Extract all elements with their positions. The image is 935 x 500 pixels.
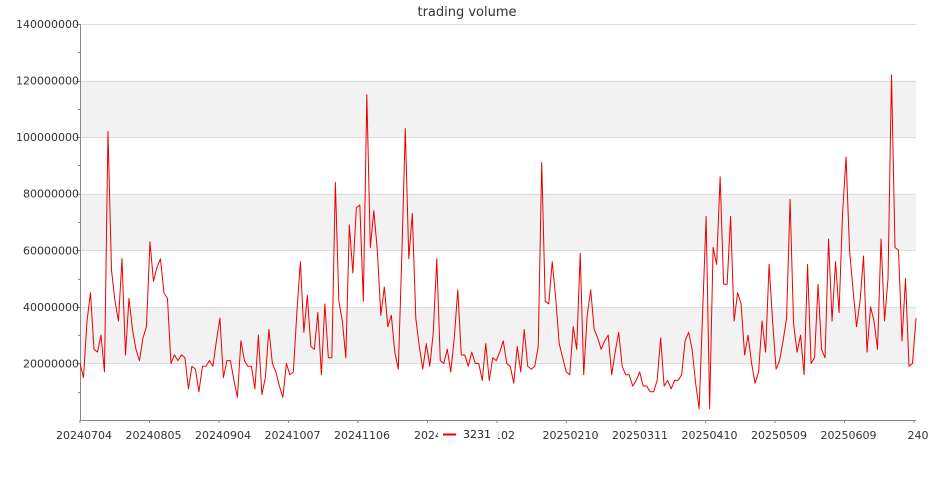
legend-label: 3231 bbox=[463, 428, 491, 441]
legend-background bbox=[438, 426, 498, 442]
x-tick-label: 240 bbox=[908, 429, 929, 442]
x-tick-label: 20250609 bbox=[821, 429, 877, 442]
y-tick-label: 20000000 bbox=[23, 357, 79, 370]
x-axis-ticks: 20240704 20240805 20240904 20241007 20241106… bbox=[56, 420, 929, 442]
grid-bands bbox=[80, 80, 916, 364]
x-tick-label: 20240704 bbox=[56, 429, 112, 442]
x-tick-label: 20240805 bbox=[126, 429, 182, 442]
x-tick-label: 20250210 bbox=[543, 429, 599, 442]
grid-band bbox=[80, 80, 916, 138]
x-tick-label: 20250410 bbox=[682, 429, 738, 442]
gridlines bbox=[80, 24, 916, 364]
y-tick-label: 120000000 bbox=[16, 75, 79, 88]
series-line-3231 bbox=[79, 74, 917, 410]
y-tick-label: 60000000 bbox=[23, 244, 79, 257]
x-tick-label: 20250311 bbox=[612, 429, 668, 442]
y-tick-label: 40000000 bbox=[23, 301, 79, 314]
chart-title: trading volume bbox=[417, 5, 516, 20]
x-tick-label: 20250509 bbox=[751, 429, 807, 442]
x-tick-label: 20240904 bbox=[195, 429, 251, 442]
y-tick-label: 80000000 bbox=[23, 188, 79, 201]
legend[interactable]: 3231 bbox=[438, 426, 498, 442]
y-tick-label: 140000000 bbox=[16, 18, 79, 31]
grid-band bbox=[80, 193, 916, 251]
y-tick-label: 100000000 bbox=[16, 131, 79, 144]
x-tick-label: 20241007 bbox=[265, 429, 321, 442]
y-axis-ticks: 20000000 40000000 60000000 80000000 10000000… bbox=[16, 18, 80, 393]
grid-band bbox=[80, 306, 916, 364]
x-tick-label: 20241106 bbox=[334, 429, 390, 442]
